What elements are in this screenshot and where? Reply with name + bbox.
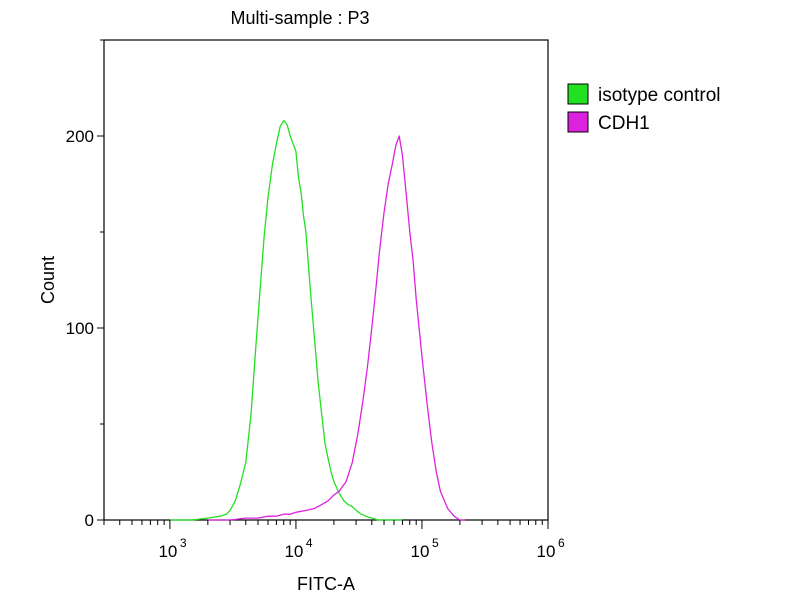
legend-label: isotype control [598, 85, 721, 106]
y-tick-label: 100 [66, 319, 94, 338]
x-tick-base: 10 [537, 542, 556, 561]
x-tick-base: 10 [284, 542, 303, 561]
legend-label: CDH1 [598, 113, 650, 134]
chart-title: Multi-sample : P3 [230, 8, 369, 28]
x-axis: 10 3 10 4 10 5 10 6 [103, 520, 565, 561]
series-line-0 [169, 119, 403, 521]
x-tick-exponent: 5 [432, 536, 439, 550]
x-tick-exponent: 4 [306, 536, 313, 550]
legend-swatch [567, 111, 589, 133]
x-axis-label: FITC-A [297, 574, 355, 594]
y-tick-label: 200 [66, 127, 94, 146]
x-tick-exponent: 6 [558, 536, 565, 550]
x-tick-label: 10 4 [284, 536, 312, 561]
x-tick-exponent: 3 [180, 536, 187, 550]
legend-swatch [567, 83, 589, 105]
legend: isotype control CDH1 [567, 83, 721, 134]
plot-frame [103, 39, 549, 521]
y-tick-label: 0 [85, 511, 94, 530]
y-axis-label: Count [38, 256, 58, 304]
series-line-1 [207, 135, 466, 521]
x-tick-label: 10 5 [411, 536, 439, 561]
x-tick-base: 10 [411, 542, 430, 561]
x-tick-base: 10 [158, 542, 177, 561]
series-layer [169, 119, 466, 521]
y-axis: 0 100 200 [66, 39, 104, 530]
x-tick-label: 10 6 [537, 536, 565, 561]
x-tick-label: 10 3 [158, 536, 186, 561]
